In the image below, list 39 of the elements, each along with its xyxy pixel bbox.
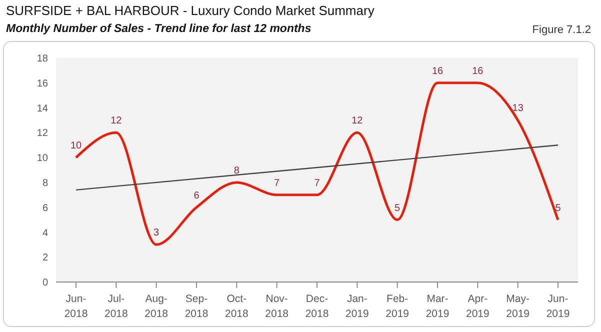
data-label: 5 — [394, 202, 401, 214]
chart-subtitle: Monthly Number of Sales - Trend line for last 12 months — [6, 23, 312, 35]
data-label: 7 — [274, 178, 280, 189]
data-label: 12 — [110, 116, 122, 127]
y-tick-label: 2 — [42, 252, 48, 264]
x-tick-label: Dec-2018 — [305, 293, 329, 320]
data-label: 5 — [555, 202, 562, 214]
y-tick-label: 6 — [42, 202, 48, 214]
x-tick-label: Feb-2019 — [386, 293, 410, 320]
data-label: 3 — [154, 228, 160, 239]
chart-title: SURFSIDE + BAL HARBOUR - Luxury Condo Market Summary — [6, 3, 374, 18]
data-label: 6 — [194, 190, 200, 202]
y-tick-label: 10 — [36, 153, 48, 164]
x-tick-label: Sep-2018 — [184, 293, 208, 320]
data-label: 12 — [352, 116, 364, 127]
y-tick-label: 8 — [42, 178, 48, 189]
x-tick-label: Jul-2018 — [104, 293, 128, 320]
y-tick-label: 14 — [36, 103, 48, 114]
y-tick-label: 18 — [36, 54, 48, 65]
y-tick-label: 4 — [42, 228, 48, 239]
x-tick-label: Nov-2018 — [265, 293, 289, 320]
x-tick-label: Jun-2019 — [546, 293, 570, 320]
data-label: 16 — [432, 66, 444, 77]
y-tick-label: 0 — [42, 278, 48, 289]
x-tick-label: Apr-2019 — [466, 293, 490, 320]
data-label: 8 — [234, 165, 240, 176]
x-tick-label: Mar-2019 — [426, 293, 450, 320]
y-tick-label: 12 — [36, 128, 48, 140]
x-tick-label: May-2019 — [506, 293, 530, 320]
data-label: 10 — [70, 140, 82, 152]
x-tick-label: Jan-2019 — [345, 293, 370, 320]
x-tick-label: Oct-2018 — [224, 293, 249, 320]
y-tick-label: 16 — [36, 78, 48, 90]
data-label: 16 — [472, 66, 484, 77]
caption: Figure 7.1.2 — [532, 24, 591, 36]
data-label: 7 — [314, 178, 320, 189]
data-label: 13 — [512, 103, 524, 114]
x-tick-label: Jun-2018 — [64, 293, 88, 320]
x-tick-label: Aug-2018 — [144, 293, 168, 320]
